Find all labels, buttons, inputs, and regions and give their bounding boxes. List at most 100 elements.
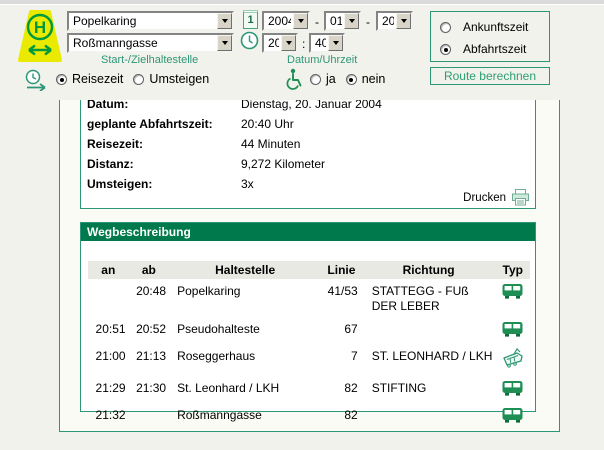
dropdown-arrow-icon[interactable]	[293, 13, 308, 29]
departure-time-label[interactable]: Abfahrtszeit	[463, 42, 527, 56]
summary-label: Datum:	[87, 97, 129, 111]
print-button[interactable]: Drucken	[463, 189, 530, 206]
cell-ab	[129, 403, 170, 430]
accessible-yes-radio[interactable]	[310, 74, 321, 85]
dropdown-arrow-icon[interactable]	[217, 13, 232, 29]
minute-select[interactable]: 40	[309, 33, 345, 53]
cell-ab: 21:30	[136, 381, 167, 395]
summary-rows: Datum: Dienstag, 20. Januar 2004 geplante…	[87, 94, 529, 194]
route-table-head: an ab Haltestelle Linie Richtung Typ	[88, 261, 530, 279]
bus-icon	[502, 408, 523, 423]
cell-an: 20:51	[95, 322, 126, 336]
cell-ab: 20:52	[136, 322, 167, 336]
summary-label: Reisezeit:	[87, 137, 144, 151]
hour-select[interactable]: 20	[262, 33, 298, 53]
dropdown-arrow-icon[interactable]	[396, 13, 411, 29]
itinerary-title: Wegbeschreibung	[81, 223, 535, 241]
departure-time-radio[interactable]	[440, 44, 451, 55]
cell-linie: 7	[351, 349, 358, 363]
printer-icon	[512, 189, 529, 206]
col-header-an: an	[88, 261, 129, 279]
calendar-icon: 1	[243, 10, 258, 29]
cell-richtung	[362, 403, 496, 430]
accessible-no-radio[interactable]	[345, 74, 357, 85]
day-value: 20	[382, 14, 394, 28]
cell-typ	[496, 403, 530, 430]
dropdown-arrow-icon[interactable]	[281, 35, 296, 51]
travel-time-radio[interactable]	[56, 74, 67, 85]
cell-ab: 20:48	[136, 284, 167, 298]
table-row: 21:32 Roßmanngasse 82	[88, 403, 530, 430]
dropdown-arrow-icon[interactable]	[217, 35, 232, 51]
year-select[interactable]: 2004	[262, 11, 310, 31]
travel-time-label[interactable]: Reisezeit	[72, 72, 124, 86]
summary-label: Distanz:	[87, 157, 134, 171]
col-header-linie: Linie	[321, 261, 362, 279]
bus-icon	[502, 381, 523, 396]
cell-typ	[496, 279, 530, 317]
summary-value: 44 Minuten	[241, 137, 301, 151]
datetime-label: Datum/Uhrzeit	[287, 54, 358, 66]
calculate-route-button[interactable]: Route berechnen	[430, 67, 550, 85]
cell-an: 21:29	[95, 381, 126, 395]
summary-row-transfers: Umsteigen: 3x	[87, 174, 529, 194]
transfers-radio[interactable]	[133, 74, 145, 85]
cell-typ	[496, 317, 530, 344]
cell-typ	[496, 344, 530, 376]
destination-stop-value: Roßmanngasse	[73, 36, 158, 50]
summary-row-date: Datum: Dienstag, 20. Januar 2004	[87, 94, 529, 114]
arrival-time-radio[interactable]	[440, 22, 451, 33]
cell-linie: 41/53	[327, 284, 358, 298]
cell-linie: 82	[344, 408, 358, 422]
cell-richtung: STATTEGG - FUß DER LEBER	[371, 284, 469, 313]
cell-haltestelle: Pseudohalteste	[177, 322, 260, 336]
col-header-richtung: Richtung	[361, 261, 496, 279]
col-header-typ: Typ	[495, 261, 530, 279]
year-value: 2004	[268, 14, 291, 28]
date-separator: -	[366, 15, 370, 29]
cell-haltestelle: Roseggerhaus	[177, 349, 256, 363]
dropdown-arrow-icon[interactable]	[344, 13, 359, 29]
month-select[interactable]: 01	[324, 11, 361, 31]
minute-value: 40	[315, 36, 326, 50]
date-separator: -	[315, 15, 319, 29]
summary-label: geplante Abfahrtszeit:	[87, 117, 213, 131]
search-form: H Popelkaring Roßmanngasse Start-/Zielha…	[0, 0, 604, 100]
summary-label: Umsteigen:	[87, 177, 153, 191]
accessible-no-label[interactable]: nein	[361, 72, 386, 86]
cell-haltestelle: Roßmanngasse	[177, 408, 262, 422]
dropdown-arrow-icon[interactable]	[328, 35, 343, 51]
clock-icon	[240, 31, 259, 50]
tram-icon	[503, 348, 523, 368]
table-row: 21:29 21:30 St. Leonhard / LKH 82 STIFTING	[88, 376, 530, 403]
top-band	[0, 0, 604, 5]
time-separator: :	[302, 37, 306, 51]
summary-row-distance: Distanz: 9,272 Kilometer	[87, 154, 529, 174]
summary-value: 3x	[241, 177, 254, 191]
arrival-time-label[interactable]: Ankunftszeit	[463, 20, 529, 34]
cell-linie: 82	[344, 381, 358, 395]
summary-value: 9,272 Kilometer	[241, 157, 326, 171]
table-row: 20:48 Popelkaring 41/53 STATTEGG - FUß DER …	[88, 279, 530, 317]
cell-an	[88, 279, 129, 317]
month-value: 01	[330, 14, 342, 28]
accessible-yes-label[interactable]: ja	[326, 72, 336, 86]
start-stop-select[interactable]: Popelkaring	[67, 11, 234, 31]
route-table-body: 20:48 Popelkaring 41/53 STATTEGG - FUß DER …	[88, 279, 530, 430]
cell-haltestelle: St. Leonhard / LKH	[177, 381, 280, 395]
transfers-label[interactable]: Umsteigen	[149, 72, 210, 86]
wheelchair-icon	[286, 68, 302, 90]
bus-icon	[502, 284, 523, 299]
cell-an: 21:32	[95, 408, 126, 422]
stops-label: Start-/Zielhaltestelle	[101, 54, 199, 66]
cell-linie: 67	[344, 322, 358, 336]
itinerary-panel: Wegbeschreibung an ab Haltestelle Linie …	[80, 222, 536, 423]
cell-typ	[496, 376, 530, 403]
travel-time-icon	[25, 69, 46, 91]
summary-value: 20:40 Uhr	[241, 117, 294, 131]
destination-stop-select[interactable]: Roßmanngasse	[67, 33, 234, 53]
col-header-ab: ab	[128, 261, 170, 279]
day-select[interactable]: 20	[376, 11, 413, 31]
cell-ab: 21:13	[136, 349, 167, 363]
